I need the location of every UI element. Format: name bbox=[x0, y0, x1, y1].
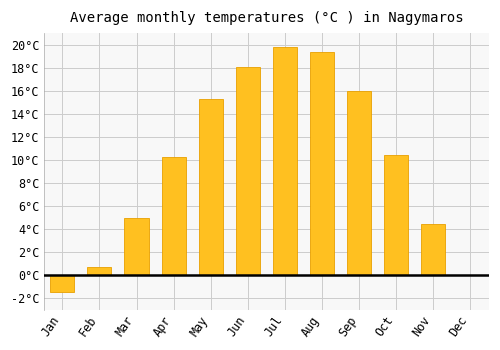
Title: Average monthly temperatures (°C ) in Nagymaros: Average monthly temperatures (°C ) in Na… bbox=[70, 11, 463, 25]
Bar bbox=[50, 275, 74, 293]
Bar bbox=[347, 91, 371, 275]
Bar bbox=[384, 155, 408, 275]
Bar bbox=[198, 99, 222, 275]
Bar bbox=[310, 52, 334, 275]
Bar bbox=[273, 47, 297, 275]
Bar bbox=[124, 218, 148, 275]
Bar bbox=[162, 156, 186, 275]
Bar bbox=[236, 66, 260, 275]
Bar bbox=[88, 267, 112, 275]
Bar bbox=[421, 224, 446, 275]
